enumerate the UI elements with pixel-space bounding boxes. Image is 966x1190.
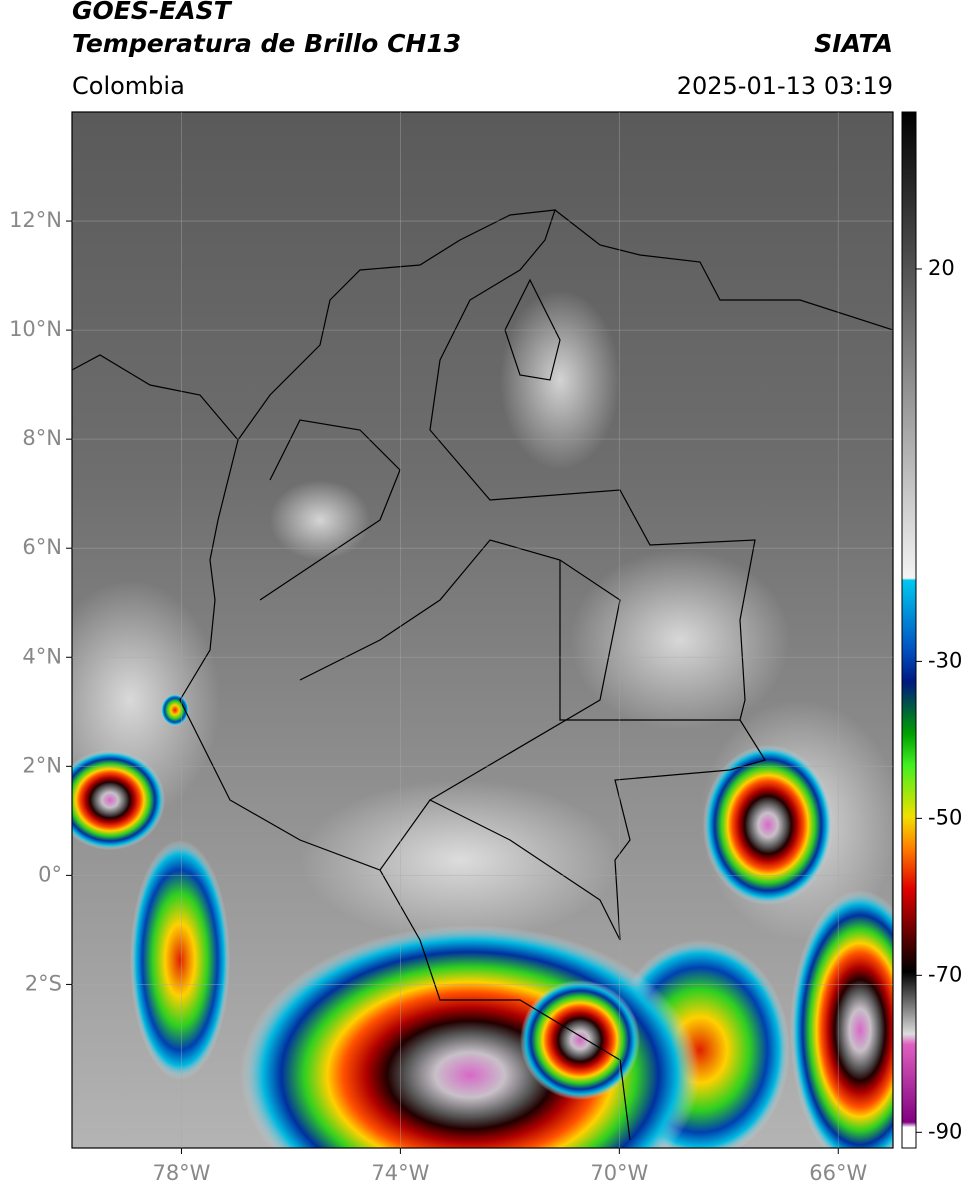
storm: [703, 745, 833, 905]
map-frame: [71, 111, 894, 1149]
convection: [161, 694, 189, 726]
convection: [130, 840, 230, 1080]
colorbar-tick-label: -90: [928, 1119, 962, 1143]
lat-tick-label: 10°N: [9, 317, 62, 341]
panama-coast: [72, 354, 239, 441]
source: SIATA: [814, 29, 893, 58]
region: Colombia: [72, 72, 185, 100]
datetime: 2025-01-13 03:19: [677, 72, 893, 100]
imagery: [72, 112, 893, 1148]
lon-tick-label: 74°W: [371, 1161, 429, 1185]
lat-tick-label: 2°N: [22, 753, 62, 777]
lat-tick-label: 6°N: [22, 535, 62, 559]
cloud: [500, 290, 620, 470]
satellite: GOES-EAST: [72, 0, 233, 25]
lat-tick-label: 12°N: [9, 208, 62, 232]
colorbar-tick-label: -50: [928, 805, 962, 829]
lat-tick-label: 2°S: [25, 971, 62, 995]
storm: [790, 890, 893, 1148]
colorbar-tick-label: -70: [928, 962, 962, 986]
lat-tick-label: 0°: [38, 862, 62, 886]
cloud: [270, 480, 370, 560]
lon-tick-label: 66°W: [809, 1161, 867, 1185]
cloud: [300, 780, 620, 940]
lon-tick-label: 78°W: [152, 1161, 210, 1185]
colombia-border: [179, 209, 766, 941]
colorbar: [901, 111, 917, 1149]
lat-tick-label: 8°N: [22, 426, 62, 450]
departments: [299, 539, 621, 801]
departments: [559, 560, 740, 721]
storm: [520, 980, 640, 1100]
colorbar-tick-label: -30: [928, 648, 962, 672]
lon-tick-label: 70°W: [590, 1161, 648, 1185]
colorbar-tick-label: 20: [928, 256, 955, 280]
peru-border: [379, 869, 631, 1141]
storm: [72, 750, 165, 850]
product: Temperatura de Brillo CH13: [72, 29, 461, 58]
venezuela-coast: [554, 209, 893, 331]
cloud: [570, 550, 790, 730]
lat-tick-label: 4°N: [22, 644, 62, 668]
